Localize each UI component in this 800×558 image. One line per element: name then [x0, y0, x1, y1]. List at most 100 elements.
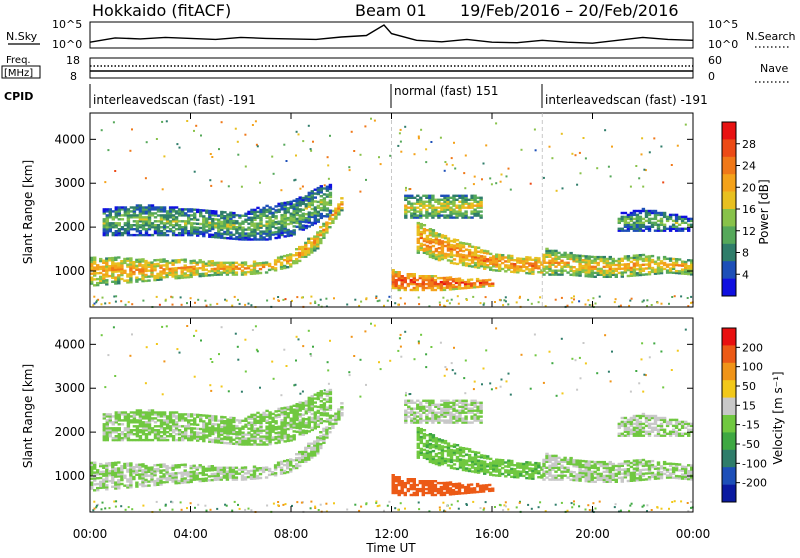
- power-cell-b1: [244, 219, 247, 221]
- velocity-cell-b2: [455, 483, 458, 485]
- velocity-cell-b2: [488, 484, 491, 486]
- velocity-cell-b0: [153, 468, 156, 470]
- power-cell-b2: [437, 283, 440, 285]
- power-cell-b2: [407, 273, 410, 275]
- nsky-tick-bottom: 10^0: [52, 38, 82, 51]
- velocity-cell-b0: [111, 486, 114, 488]
- velocity-cell-b0: [283, 464, 286, 466]
- power-cell-b1: [277, 203, 280, 205]
- power-scatter-cell: [510, 189, 512, 191]
- velocity-cell-b1: [157, 429, 160, 431]
- power-scatter-cell: [114, 170, 116, 172]
- power-cell-b1: [299, 196, 302, 198]
- velocity-cell-b0: [162, 463, 165, 465]
- power-scatter-cell: [394, 302, 396, 304]
- power-cell-b4: [551, 258, 554, 260]
- power-cell-b1: [265, 205, 268, 207]
- power-cell-b0: [298, 252, 301, 254]
- power-cell-b1: [181, 208, 184, 210]
- nsky-tick-top: 10^5: [52, 18, 82, 31]
- power-scatter-cell: [444, 161, 446, 163]
- power-scatter-cell: [489, 177, 491, 179]
- power-cell-b1: [274, 221, 277, 223]
- velocity-cell-b0: [177, 464, 180, 466]
- velocity-cell-b3: [456, 456, 459, 458]
- velocity-cell-b0: [93, 489, 96, 491]
- power-scatter-cell: [248, 303, 250, 305]
- power-cell-b3: [537, 257, 540, 259]
- velocity-cell-b3: [444, 450, 447, 452]
- power-cell-b3: [426, 235, 429, 237]
- power-scatter-cell: [161, 121, 163, 123]
- velocity-cell-b2: [476, 491, 479, 493]
- power-scatter-cell: [641, 153, 643, 155]
- velocity-cell-b1: [229, 417, 232, 419]
- velocity-cell-b0: [295, 453, 298, 455]
- velocity-cell-b1: [121, 437, 124, 439]
- power-cell-b3: [504, 256, 507, 258]
- power-scatter-cell: [245, 166, 247, 168]
- velocity-cell-b3: [438, 452, 441, 454]
- velocity-cell-b3: [468, 464, 471, 466]
- power-cell-b4: [642, 254, 645, 256]
- power-cell-b5: [422, 214, 425, 216]
- power-cell-b1: [151, 222, 154, 224]
- power-scatter-cell: [370, 118, 372, 120]
- power-scatter-cell: [662, 181, 664, 183]
- power-cell-b1: [271, 208, 274, 210]
- power-cell-b0: [244, 267, 247, 269]
- velocity-cell-b1: [187, 413, 190, 415]
- power-scatter-cell: [296, 296, 298, 298]
- power-scatter-cell: [165, 300, 167, 302]
- power-cell-b0: [96, 278, 99, 280]
- velocity-cell-b3: [477, 460, 480, 462]
- power-cell-b5: [425, 195, 428, 197]
- velocity-cell-b0: [298, 451, 301, 453]
- velocity-cell-b0: [214, 473, 217, 475]
- velocity-cell-b2: [422, 480, 425, 482]
- power-cell-b6: [669, 214, 672, 216]
- velocity-cell-b0: [105, 462, 108, 464]
- power-scatter-cell: [280, 189, 282, 191]
- power-cell-b6: [663, 224, 666, 226]
- power-scatter-cell: [327, 164, 329, 166]
- power-cell-b3: [522, 270, 525, 272]
- velocity-cell-b0: [196, 466, 199, 468]
- power-cell-b1: [287, 223, 290, 225]
- power-cell-b0: [135, 259, 138, 261]
- power-scatter-cell: [555, 299, 557, 301]
- power-cell-b1: [118, 206, 121, 208]
- power-cell-b4: [603, 256, 606, 258]
- power-cell-b2: [428, 275, 431, 277]
- power-cell-b0: [141, 264, 144, 266]
- power-cell-b0: [177, 267, 180, 269]
- power-cell-b1: [175, 210, 178, 212]
- velocity-cell-b1: [232, 443, 235, 445]
- power-cell-b6: [642, 230, 645, 232]
- power-scatter-cell: [516, 301, 518, 303]
- velocity-cell-b1: [118, 433, 121, 435]
- velocity-cell-b1: [293, 405, 296, 407]
- power-cell-b5: [458, 195, 461, 197]
- power-scatter-cell: [444, 170, 446, 172]
- power-scatter-cell: [250, 304, 252, 306]
- power-cell-b0: [199, 273, 202, 275]
- velocity-cell-b1: [247, 428, 250, 430]
- power-cell-b4: [669, 267, 672, 269]
- power-cell-b5: [467, 203, 470, 205]
- power-cell-b0: [310, 238, 313, 240]
- power-cell-b1: [274, 215, 277, 217]
- velocity-cell-b1: [265, 414, 268, 416]
- power-cell-b4: [548, 250, 551, 252]
- velocity-cell-b0: [174, 472, 177, 474]
- power-cell-b3: [432, 239, 435, 241]
- velocity-cell-b1: [293, 409, 296, 411]
- power-cell-b0: [253, 261, 256, 263]
- velocity-cell-b0: [99, 481, 102, 483]
- power-scatter-cell: [298, 133, 300, 135]
- velocity-cell-b0: [283, 460, 286, 462]
- power-cell-b1: [205, 210, 208, 212]
- power-cell-b1: [103, 208, 106, 210]
- velocity-cell-b1: [329, 397, 332, 399]
- power-cell-b1: [229, 231, 232, 233]
